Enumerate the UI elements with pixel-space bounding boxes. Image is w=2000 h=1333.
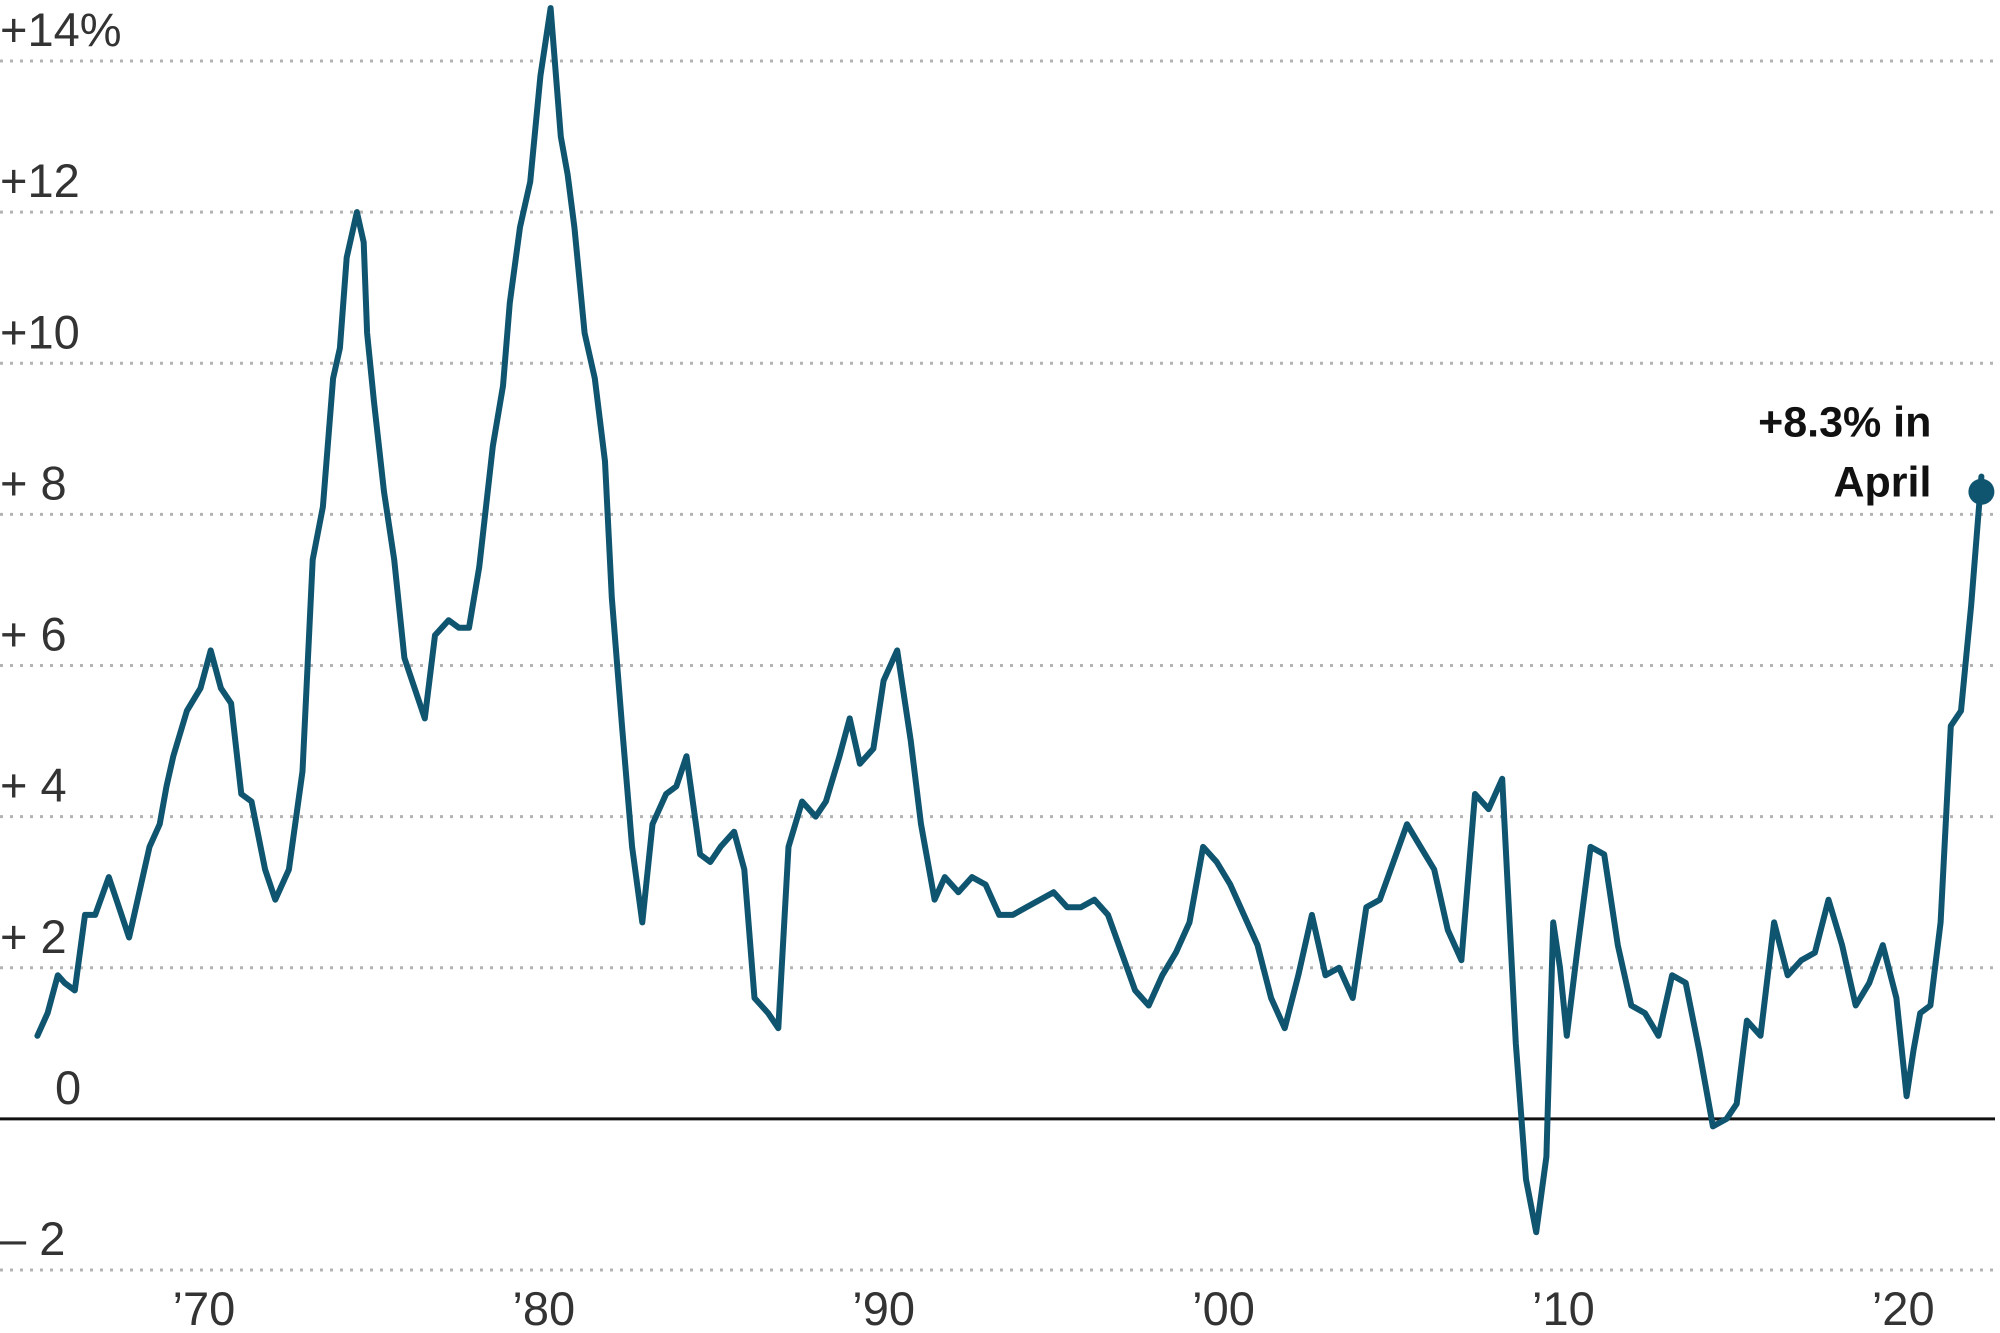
y-tick-label: 0 <box>55 1061 81 1114</box>
y-tick-label: + 4 <box>0 759 67 812</box>
latest-value-marker <box>1968 478 1995 505</box>
y-tick-label: +14% <box>0 3 122 56</box>
gridlines <box>0 59 1995 1272</box>
x-tick-label: ’20 <box>1872 1282 1935 1333</box>
y-tick-label: + 8 <box>0 456 67 509</box>
y-tick-label: – 2 <box>0 1212 65 1265</box>
x-tick-label: ’70 <box>173 1282 236 1333</box>
annotation-month-label: April <box>1833 459 1931 507</box>
x-axis-tick-labels: ’70 ’80 ’90 ’00 ’10 ’20 <box>173 1282 1935 1333</box>
y-tick-label: + 2 <box>0 910 67 963</box>
x-tick-label: ’00 <box>1192 1282 1255 1333</box>
y-tick-label: + 6 <box>0 608 67 661</box>
annotation-value-label: +8.3% in <box>1758 399 1931 447</box>
y-tick-label: +12 <box>0 154 80 207</box>
x-tick-label: ’80 <box>512 1282 575 1333</box>
y-axis-tick-labels: +14% +12 +10 + 8 + 6 + 4 + 2 0 – 2 <box>0 3 122 1265</box>
series-line <box>34 5 1985 1236</box>
x-tick-label: ’90 <box>852 1282 915 1333</box>
y-tick-label: +10 <box>0 305 80 358</box>
x-tick-label: ’10 <box>1532 1282 1595 1333</box>
